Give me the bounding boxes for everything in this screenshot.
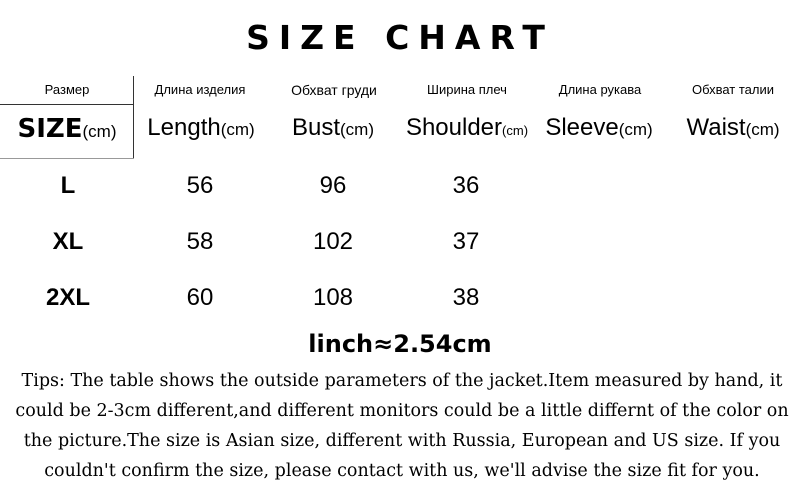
header-waist: Waist(cm) <box>686 114 780 141</box>
bust-cell: 96 <box>319 172 347 199</box>
divider <box>133 76 134 158</box>
size-cell: XL <box>52 228 84 255</box>
header-ru-shoulder: Ширина плеч <box>427 82 507 97</box>
header-ru-waist: Обхват талии <box>691 82 775 97</box>
inch-conversion: linch≈2.54cm <box>308 330 492 358</box>
divider <box>0 104 133 105</box>
shoulder-cell: 36 <box>452 172 480 199</box>
tips-text: Tips: The table shows the outside parame… <box>15 371 789 481</box>
size-cell: 2XL <box>45 284 90 311</box>
size-cell: L <box>60 172 76 199</box>
header-ru-length: Длина изделия <box>154 82 246 97</box>
header-ru-bust: Обхват груди <box>291 82 377 98</box>
length-cell: 56 <box>186 172 214 199</box>
header-size: SIZE(cm) <box>17 114 117 144</box>
header-sleeve: Sleeve(cm) <box>545 114 653 141</box>
divider <box>0 158 134 159</box>
header-length: Length(cm) <box>147 114 255 141</box>
length-cell: 58 <box>186 228 214 255</box>
header-ru-sleeve: Длина рукава <box>558 82 642 97</box>
bust-cell: 102 <box>312 228 354 255</box>
bust-cell: 108 <box>312 284 354 311</box>
length-cell: 60 <box>186 284 214 311</box>
header-ru-size: Размер <box>44 82 90 97</box>
chart-title: SIZE CHART <box>246 18 554 57</box>
shoulder-cell: 37 <box>452 228 480 255</box>
header-shoulder: Shoulder(cm) <box>405 114 529 141</box>
shoulder-cell: 38 <box>452 284 480 311</box>
header-bust: Bust(cm) <box>291 114 374 141</box>
